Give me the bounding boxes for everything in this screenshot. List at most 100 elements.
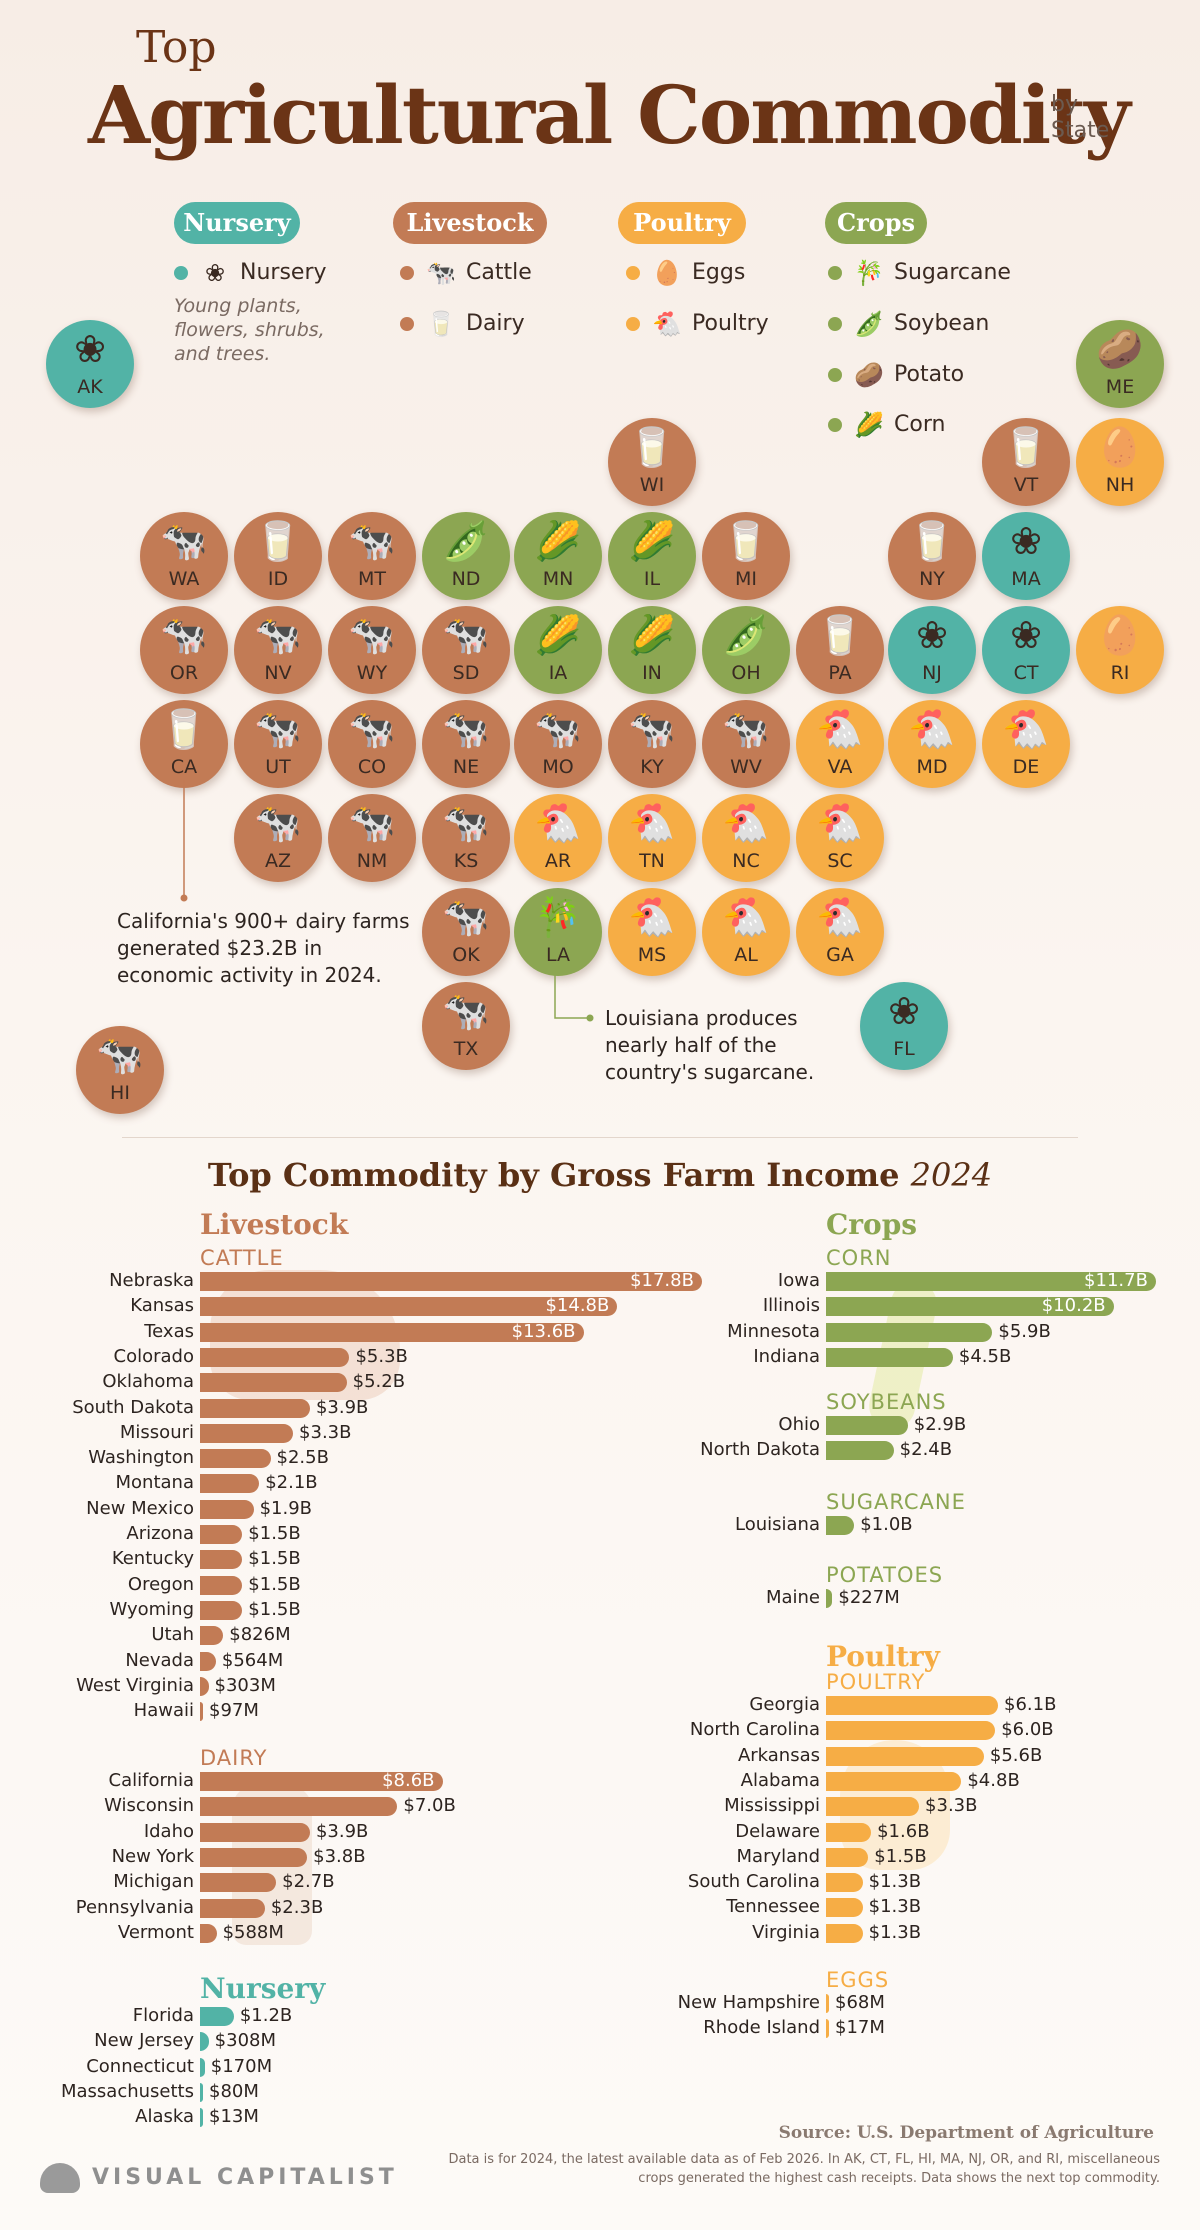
state-abbr: MA xyxy=(1011,568,1041,590)
state-tile-md: 🐔 MD xyxy=(888,700,976,788)
chicken-icon: 🐔 xyxy=(722,895,770,939)
cow-icon: 🐄 xyxy=(426,259,456,287)
flower-icon: ❀ xyxy=(1010,613,1042,657)
bar-label: Maine xyxy=(765,1587,820,1608)
state-tile-mn: 🌽 MN xyxy=(514,512,602,600)
bar-series-title: EGGS xyxy=(826,1968,890,1992)
state-tile-nc: 🐔 NC xyxy=(702,794,790,882)
bar-value: $1.9B xyxy=(259,1497,313,1519)
bar-label: Mississippi xyxy=(724,1795,820,1817)
chicken-icon: 🐔 xyxy=(628,895,676,939)
bar xyxy=(200,2007,234,2026)
cow-icon: 🐄 xyxy=(722,707,770,751)
legend-dot xyxy=(400,266,414,280)
bar-value: $6.0B xyxy=(1001,1719,1054,1741)
title-top: Top xyxy=(136,22,217,73)
bar xyxy=(200,1347,350,1367)
state-tile-hi: 🐄 HI xyxy=(76,1026,164,1114)
bar-value: $11.7B xyxy=(1084,1270,1148,1291)
bar xyxy=(200,2032,209,2052)
bar xyxy=(826,1516,855,1535)
chart-title-year: 2024 xyxy=(910,1156,993,1194)
bar-value: $5.3B xyxy=(355,1345,408,1367)
legend-pill-crops: Crops xyxy=(825,202,927,244)
bar xyxy=(826,1898,863,1918)
brand-name: VISUAL CAPITALIST xyxy=(92,2165,398,2190)
state-tile-il: 🌽 IL xyxy=(608,512,696,600)
bar-series-title: DAIRY xyxy=(200,1746,268,1770)
chicken-icon: 🐔 xyxy=(722,801,770,845)
page-title: Agricultural Commodity xyxy=(88,68,1131,162)
bar xyxy=(200,1873,277,1893)
bar-label: Illinois xyxy=(762,1295,820,1317)
bar xyxy=(826,1746,984,1766)
bar-label: New Mexico xyxy=(86,1497,194,1519)
cow-icon: 🐄 xyxy=(442,801,490,845)
state-tile-ak: ❀ AK xyxy=(46,320,134,408)
bar-series-title: POULTRY xyxy=(826,1670,926,1694)
bar-value: $1.5B xyxy=(874,1845,927,1867)
chicken-icon: 🐔 xyxy=(534,801,582,845)
state-tile-ri: 🥚 RI xyxy=(1076,606,1164,694)
state-tile-tn: 🐔 TN xyxy=(608,794,696,882)
bar-value: $2.7B xyxy=(282,1871,335,1893)
milk-bottle-icon: 🥛 xyxy=(160,707,208,751)
legend-dot xyxy=(828,266,842,280)
bar xyxy=(200,1550,243,1570)
bar-value: $1.5B xyxy=(248,1573,301,1595)
legend-dot xyxy=(828,418,842,432)
state-abbr: CO xyxy=(357,756,387,778)
bar xyxy=(826,1297,1114,1317)
state-abbr: NV xyxy=(264,662,292,684)
state-abbr: VA xyxy=(827,756,853,778)
legend-item-nursery: ❀ Nursery xyxy=(174,258,327,288)
state-abbr: HI xyxy=(110,1082,130,1104)
egg-icon: 🥚 xyxy=(1096,425,1144,469)
state-abbr: CT xyxy=(1013,662,1039,684)
bar xyxy=(200,1898,265,1918)
bar-label: Connecticut xyxy=(86,2055,194,2077)
state-abbr: DE xyxy=(1012,756,1040,778)
cow-icon: 🐄 xyxy=(348,519,396,563)
bar xyxy=(200,1600,243,1620)
legend-item-soybean: 🫛 Soybean xyxy=(828,309,989,339)
annotation-louisiana: Louisiana produces nearly half of the co… xyxy=(605,1006,815,1084)
bar-label: Wyoming xyxy=(109,1598,194,1620)
bar xyxy=(826,1441,894,1461)
bar-value: $10.2B xyxy=(1041,1295,1106,1317)
corn-icon: 🌽 xyxy=(628,613,676,657)
milk-bottle-icon: 🥛 xyxy=(908,519,956,563)
corn-icon: 🌽 xyxy=(628,519,676,563)
bar-value: $8.6B xyxy=(382,1770,435,1791)
potato-icon: 🥔 xyxy=(854,361,884,389)
bar-value: $2.1B xyxy=(265,1472,318,1494)
state-tile-co: 🐄 CO xyxy=(328,700,416,788)
bar xyxy=(200,1373,347,1393)
state-abbr: TN xyxy=(639,850,665,872)
bar xyxy=(826,1416,908,1435)
chicken-icon: 🐔 xyxy=(816,801,864,845)
footnote: Data is for 2024, the latest available d… xyxy=(448,2152,1160,2186)
louisiana-leader-dot xyxy=(586,1014,594,1022)
state-abbr: IN xyxy=(642,662,662,684)
flower-icon: ❀ xyxy=(74,327,106,371)
bar-label: Kansas xyxy=(130,1295,194,1317)
state-abbr: WY xyxy=(356,662,388,684)
state-abbr: KS xyxy=(453,850,479,872)
legend-item-corn: 🌽 Corn xyxy=(828,410,945,440)
state-abbr: CA xyxy=(170,756,198,778)
bar xyxy=(200,2082,203,2102)
state-abbr: AK xyxy=(77,376,103,398)
bar-label: Vermont xyxy=(117,1921,194,1943)
bar xyxy=(200,1322,584,1342)
bar-value: $80M xyxy=(209,2080,259,2102)
state-tile-tx: 🐄 TX xyxy=(422,982,510,1070)
soybean-icon: 🫛 xyxy=(722,613,770,657)
bar-value: $6.1B xyxy=(1004,1694,1057,1715)
milk-bottle-icon: 🥛 xyxy=(722,519,770,563)
state-tile-wa: 🐄 WA xyxy=(140,512,228,600)
bar-value: $7.0B xyxy=(403,1795,456,1817)
cow-icon: 🐄 xyxy=(442,989,490,1033)
legend-label: Nursery xyxy=(240,260,327,285)
state-tile-ks: 🐄 KS xyxy=(422,794,510,882)
